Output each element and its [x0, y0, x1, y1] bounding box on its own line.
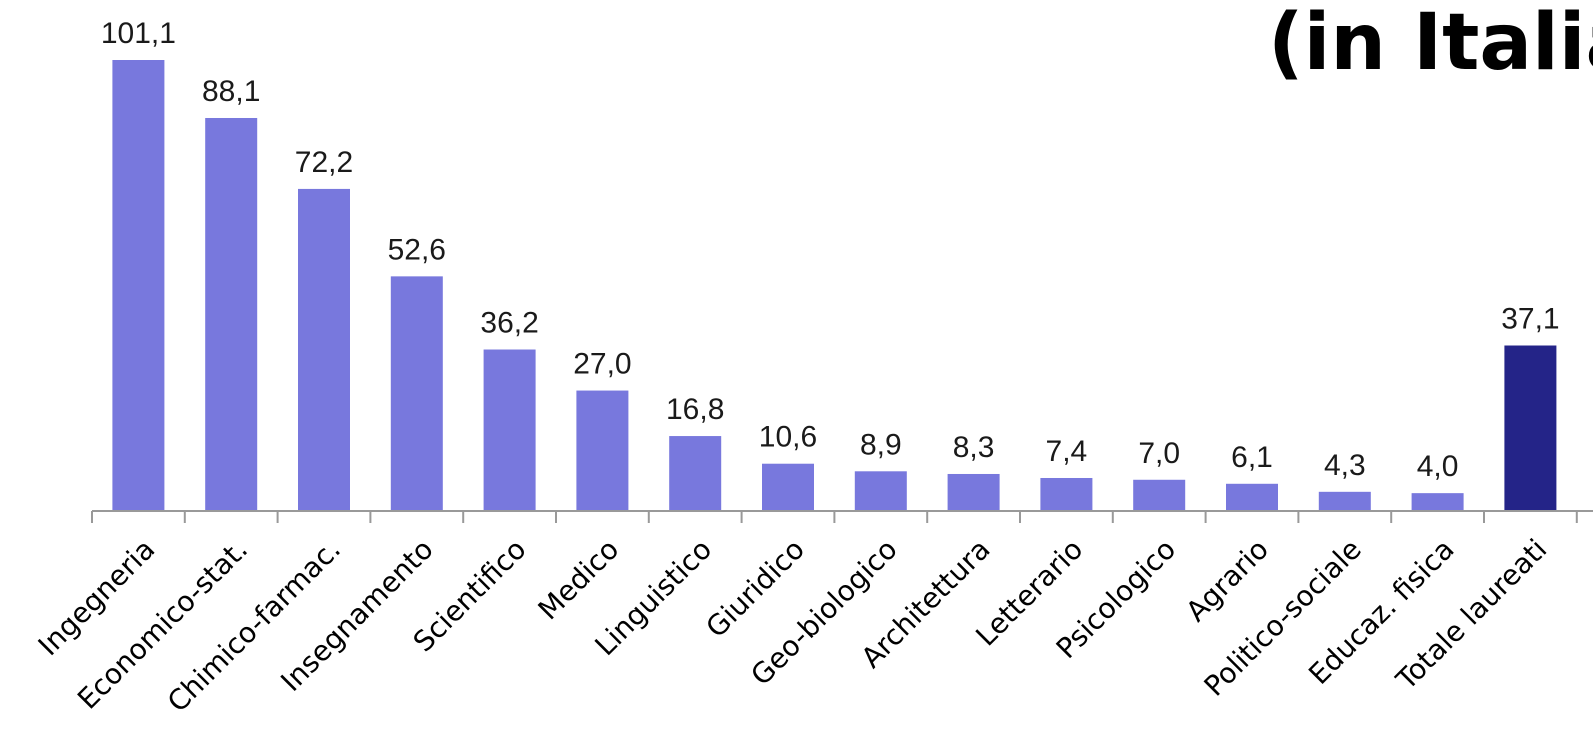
category-label-5: Medico	[532, 533, 626, 627]
bar-3	[390, 276, 443, 511]
value-label-8: 8,9	[860, 428, 902, 461]
bar-6	[669, 436, 722, 511]
bar-7	[762, 463, 814, 511]
category-label-12: Agrario	[1179, 533, 1274, 628]
category-label-13: Politico-sociale	[1198, 533, 1368, 703]
value-label-13: 4,3	[1324, 449, 1366, 482]
value-label-12: 6,1	[1231, 441, 1273, 474]
value-label-4: 36,2	[480, 307, 538, 340]
value-label-7: 10,6	[759, 421, 817, 454]
bar-1	[205, 117, 258, 511]
value-label-1: 88,1	[202, 75, 260, 108]
value-label-14: 4,0	[1417, 450, 1459, 483]
bar-9	[947, 473, 1000, 511]
bar-12	[1226, 483, 1278, 511]
bar-10	[1040, 477, 1093, 511]
chart-title: (in Italia	[1268, 0, 1593, 88]
bar-5	[576, 390, 629, 511]
value-label-15: 37,1	[1501, 302, 1559, 335]
category-label-1: Economico-stat.	[71, 533, 254, 716]
value-label-0: 101,1	[101, 17, 176, 50]
category-label-2: Chimico-farmac.	[161, 533, 347, 719]
bar-0	[112, 60, 165, 511]
value-label-2: 72,2	[295, 146, 353, 179]
value-label-3: 52,6	[388, 233, 446, 266]
value-label-6: 16,8	[666, 393, 724, 426]
value-label-5: 27,0	[573, 348, 631, 381]
bar-15	[1504, 345, 1557, 511]
value-label-9: 8,3	[953, 431, 995, 464]
bar-2	[298, 188, 350, 511]
value-label-11: 7,0	[1138, 437, 1180, 470]
bar-14	[1411, 493, 1464, 511]
bar-8	[854, 471, 907, 511]
bar-13	[1318, 491, 1371, 511]
bar-4	[483, 349, 536, 511]
bar-11	[1133, 479, 1186, 511]
value-label-10: 7,4	[1046, 435, 1088, 468]
